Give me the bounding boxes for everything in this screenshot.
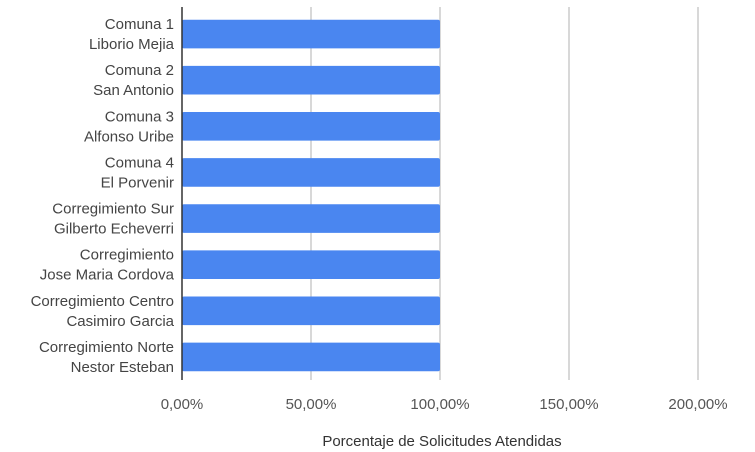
bar [182, 342, 440, 372]
x-axis-tick-labels: 0,00% 50,00% 100,00% 150,00% 200,00% [161, 396, 728, 413]
category-label: Corregimiento Sur Gilberto Echeverri [52, 201, 174, 238]
category-label: Corregimiento Jose Maria Cordova [40, 247, 175, 284]
bar [182, 19, 440, 49]
category-label: Corregimiento Centro Casimiro Garcia [31, 293, 175, 330]
bar [182, 296, 440, 326]
x-tick-label: 200,00% [668, 396, 727, 413]
bar [182, 158, 440, 187]
category-labels: Comuna 1 Liborio Mejia Comuna 2 San Antonio… [31, 16, 175, 376]
x-tick-label: 100,00% [410, 396, 469, 413]
bar [182, 112, 440, 141]
bar [182, 250, 440, 279]
category-label: Comuna 2 San Antonio [93, 62, 174, 99]
category-label: Comuna 4 El Porvenir [101, 154, 174, 191]
bars [182, 19, 440, 372]
x-tick-label: 150,00% [539, 396, 598, 413]
bar [182, 65, 440, 95]
category-label: Comuna 1 Liborio Mejia [89, 16, 175, 53]
x-axis-title: Porcentaje de Solicitudes Atendidas [322, 433, 561, 450]
x-tick-label: 50,00% [286, 396, 337, 413]
bar [182, 204, 440, 233]
category-label: Corregimiento Norte Nestor Esteban [39, 339, 174, 376]
category-label: Comuna 3 Alfonso Uribe [84, 108, 174, 145]
x-tick-label: 0,00% [161, 396, 204, 413]
